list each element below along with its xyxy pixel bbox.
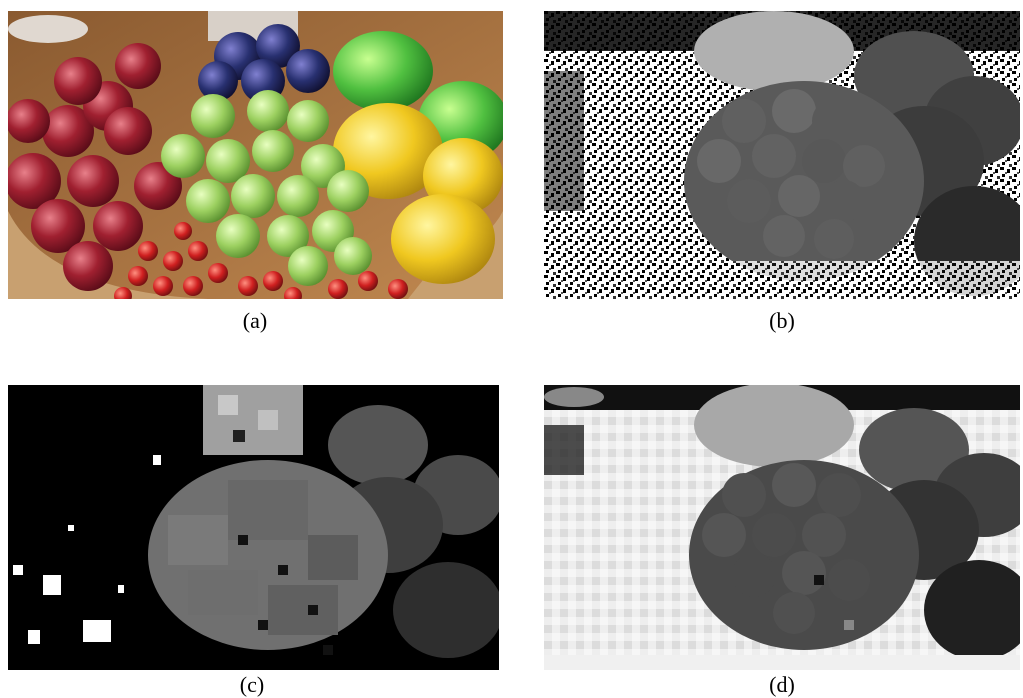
refined-depth-map <box>544 385 1020 670</box>
blocky-depth-map <box>8 385 499 670</box>
refined-depth-map-graphic <box>544 385 1020 670</box>
noisy-grayscale-map-graphic <box>544 11 1020 299</box>
caption-a: (a) <box>242 308 268 333</box>
caption-d: (d) <box>769 672 795 697</box>
fruit-basket-photo-graphic <box>8 11 503 299</box>
blocky-depth-map-graphic <box>8 385 499 670</box>
caption-c: (c) <box>239 672 265 697</box>
noisy-grayscale-map <box>544 11 1020 299</box>
caption-b: (b) <box>769 308 795 333</box>
fruit-basket-photo <box>8 11 503 299</box>
